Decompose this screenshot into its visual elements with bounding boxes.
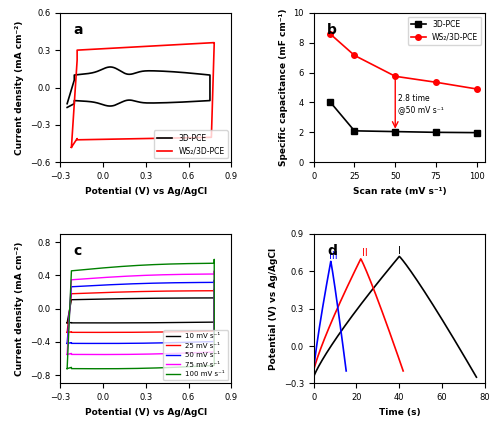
Text: III: III	[328, 251, 337, 261]
Legend: 3D-PCE, WS₂/3D-PCE: 3D-PCE, WS₂/3D-PCE	[154, 130, 228, 158]
3D-PCE	[352, 128, 358, 133]
Text: 2.8 time
@50 mV s⁻¹: 2.8 time @50 mV s⁻¹	[398, 94, 444, 114]
10 mV s⁻¹	[65, 320, 71, 325]
75 mV s⁻¹	[134, 273, 140, 278]
100 mV s⁻¹	[98, 366, 104, 371]
Legend: 3D-PCE, WS₂/3D-PCE: 3D-PCE, WS₂/3D-PCE	[408, 17, 481, 45]
WS₂/3D-PCE	[474, 86, 480, 92]
25 mV s⁻¹	[98, 330, 104, 335]
3D-PCE	[327, 99, 333, 104]
25 mV s⁻¹	[112, 290, 118, 295]
3D-PCE	[433, 130, 439, 135]
50 mV s⁻¹	[98, 341, 104, 346]
10 mV s⁻¹	[134, 296, 140, 301]
Y-axis label: Current density (mA cm⁻²): Current density (mA cm⁻²)	[16, 242, 24, 376]
10 mV s⁻¹	[112, 296, 118, 301]
50 mV s⁻¹	[211, 278, 217, 283]
100 mV s⁻¹	[64, 366, 70, 371]
Line: 25 mV s⁻¹: 25 mV s⁻¹	[67, 289, 214, 332]
Text: I: I	[398, 246, 401, 256]
50 mV s⁻¹	[112, 282, 118, 287]
10 mV s⁻¹	[98, 320, 104, 325]
10 mV s⁻¹	[211, 294, 217, 299]
50 mV s⁻¹	[134, 281, 140, 286]
Text: c: c	[74, 245, 82, 259]
25 mV s⁻¹	[211, 287, 217, 292]
100 mV s⁻¹	[162, 365, 168, 370]
50 mV s⁻¹	[156, 280, 162, 285]
Line: WS₂/3D-PCE: WS₂/3D-PCE	[327, 31, 480, 92]
3D-PCE	[392, 129, 398, 134]
25 mV s⁻¹	[134, 289, 140, 294]
50 mV s⁻¹	[198, 280, 203, 285]
Y-axis label: Current density (mA cm⁻²): Current density (mA cm⁻²)	[16, 20, 24, 155]
100 mV s⁻¹	[211, 257, 217, 262]
X-axis label: Potential (V) vs Ag/AgCl: Potential (V) vs Ag/AgCl	[84, 187, 206, 196]
100 mV s⁻¹	[198, 261, 203, 266]
75 mV s⁻¹	[211, 268, 217, 273]
75 mV s⁻¹	[156, 272, 162, 277]
75 mV s⁻¹	[64, 352, 70, 357]
Line: 75 mV s⁻¹: 75 mV s⁻¹	[67, 271, 214, 354]
10 mV s⁻¹	[198, 295, 203, 300]
75 mV s⁻¹	[64, 352, 70, 357]
100 mV s⁻¹	[65, 366, 71, 371]
100 mV s⁻¹	[134, 263, 140, 268]
25 mV s⁻¹	[162, 329, 168, 334]
50 mV s⁻¹	[162, 340, 168, 345]
75 mV s⁻¹	[98, 352, 104, 357]
Text: d: d	[328, 245, 337, 259]
25 mV s⁻¹	[65, 330, 71, 335]
25 mV s⁻¹	[198, 288, 203, 294]
75 mV s⁻¹	[65, 352, 71, 357]
10 mV s⁻¹	[162, 320, 168, 325]
X-axis label: Potential (V) vs Ag/AgCl: Potential (V) vs Ag/AgCl	[84, 408, 206, 417]
25 mV s⁻¹	[64, 330, 70, 335]
WS₂/3D-PCE	[352, 53, 358, 58]
50 mV s⁻¹	[64, 341, 70, 346]
WS₂/3D-PCE	[433, 80, 439, 85]
Text: b: b	[328, 23, 337, 37]
50 mV s⁻¹	[65, 341, 71, 346]
Text: II: II	[362, 248, 368, 259]
50 mV s⁻¹	[64, 341, 70, 346]
X-axis label: Time (s): Time (s)	[378, 408, 420, 417]
100 mV s⁻¹	[112, 265, 118, 270]
Y-axis label: Specific capacitance (mF cm⁻¹): Specific capacitance (mF cm⁻¹)	[279, 9, 288, 166]
X-axis label: Scan rate (mV s⁻¹): Scan rate (mV s⁻¹)	[352, 187, 446, 196]
75 mV s⁻¹	[162, 351, 168, 356]
Line: 3D-PCE: 3D-PCE	[327, 99, 480, 135]
75 mV s⁻¹	[198, 272, 203, 277]
10 mV s⁻¹	[64, 320, 70, 325]
75 mV s⁻¹	[112, 274, 118, 279]
Legend: 10 mV s⁻¹, 25 mV s⁻¹, 50 mV s⁻¹, 75 mV s⁻¹, 100 mV s⁻¹: 10 mV s⁻¹, 25 mV s⁻¹, 50 mV s⁻¹, 75 mV s…	[164, 331, 228, 380]
Line: 10 mV s⁻¹: 10 mV s⁻¹	[67, 297, 214, 323]
Text: a: a	[74, 23, 83, 37]
10 mV s⁻¹	[64, 320, 70, 325]
100 mV s⁻¹	[156, 262, 162, 267]
25 mV s⁻¹	[156, 289, 162, 294]
25 mV s⁻¹	[64, 330, 70, 335]
Y-axis label: Potential (V) vs Ag/AgCl: Potential (V) vs Ag/AgCl	[269, 248, 278, 370]
Line: 50 mV s⁻¹: 50 mV s⁻¹	[67, 280, 214, 343]
3D-PCE	[474, 130, 480, 135]
10 mV s⁻¹	[156, 296, 162, 301]
100 mV s⁻¹	[64, 366, 70, 371]
WS₂/3D-PCE	[327, 31, 333, 36]
Line: 100 mV s⁻¹: 100 mV s⁻¹	[67, 259, 214, 369]
WS₂/3D-PCE	[392, 74, 398, 79]
